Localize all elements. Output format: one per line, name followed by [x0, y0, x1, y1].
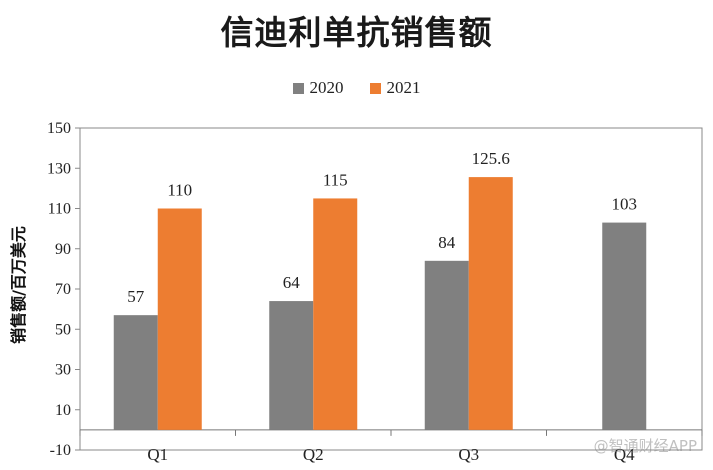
x-category-label: Q4: [614, 445, 635, 464]
legend-label-2021: 2021: [386, 78, 421, 97]
legend-swatch-2020: [292, 82, 304, 94]
bar-2020-Q3: [424, 260, 469, 430]
y-tick-label: 150: [47, 120, 71, 137]
bar-2020-Q2: [269, 301, 314, 430]
legend-item-2021: 2021: [369, 78, 421, 98]
y-tick-label: 70: [55, 281, 71, 298]
data-label-2020-Q1: 57: [127, 287, 145, 306]
data-label-2021-Q2: 115: [323, 170, 348, 189]
bar-2021-Q2: [313, 198, 358, 430]
y-tick-label: -10: [50, 442, 71, 459]
x-category-label: Q1: [147, 445, 168, 464]
bar-2020-Q1: [113, 315, 158, 430]
watermark: @智通财经APP: [593, 437, 697, 455]
legend-label-2020: 2020: [309, 78, 344, 97]
data-label-2021-Q3: 125.6: [472, 149, 510, 168]
y-tick-label: 10: [55, 402, 71, 419]
x-category-label: Q2: [303, 445, 324, 464]
y-tick-label: 50: [55, 321, 71, 338]
bar-2021-Q3: [468, 177, 513, 430]
y-tick-label: 90: [55, 241, 71, 258]
data-label-2020-Q4: 103: [612, 195, 638, 214]
data-label-2020-Q2: 64: [283, 273, 301, 292]
x-category-label: Q3: [458, 445, 479, 464]
bar-2020-Q4: [602, 222, 647, 430]
y-tick-label: 110: [48, 201, 71, 218]
data-label-2021-Q1: 110: [167, 181, 192, 200]
bar-2021-Q1: [157, 208, 202, 430]
y-tick-label: 30: [55, 362, 71, 379]
legend-swatch-2021: [369, 82, 381, 94]
legend-item-2020: 2020: [292, 78, 344, 98]
chart-legend: 2020 2021: [0, 78, 713, 98]
y-tick-label: 130: [47, 160, 71, 177]
data-label-2020-Q3: 84: [438, 233, 456, 252]
chart-title: 信迪利单抗销售额: [220, 13, 493, 52]
